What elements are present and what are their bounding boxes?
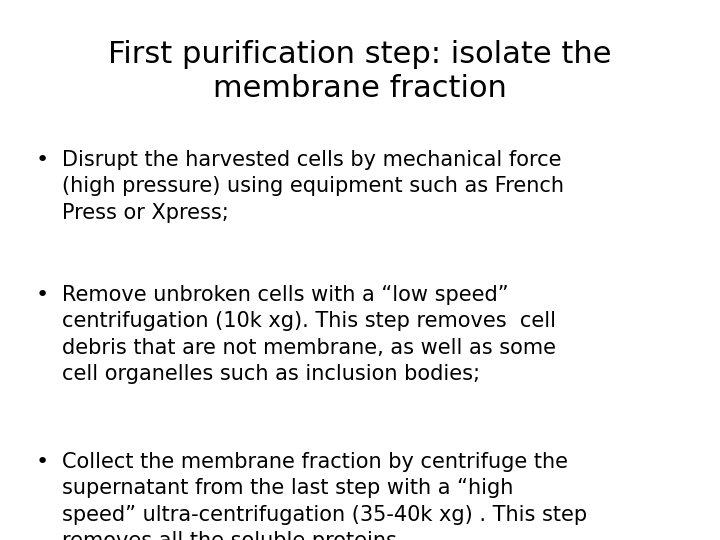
Text: First purification step: isolate the: First purification step: isolate the xyxy=(108,40,612,69)
Text: Remove unbroken cells with a “low speed”
centrifugation (10k xg). This step remo: Remove unbroken cells with a “low speed”… xyxy=(62,285,556,384)
Text: •: • xyxy=(35,150,49,170)
Text: membrane fraction: membrane fraction xyxy=(213,74,507,103)
Text: •: • xyxy=(35,285,49,305)
Text: •: • xyxy=(35,452,49,472)
Text: Collect the membrane fraction by centrifuge the
supernatant from the last step w: Collect the membrane fraction by centrif… xyxy=(62,452,587,540)
Text: Disrupt the harvested cells by mechanical force
(high pressure) using equipment : Disrupt the harvested cells by mechanica… xyxy=(62,150,564,223)
